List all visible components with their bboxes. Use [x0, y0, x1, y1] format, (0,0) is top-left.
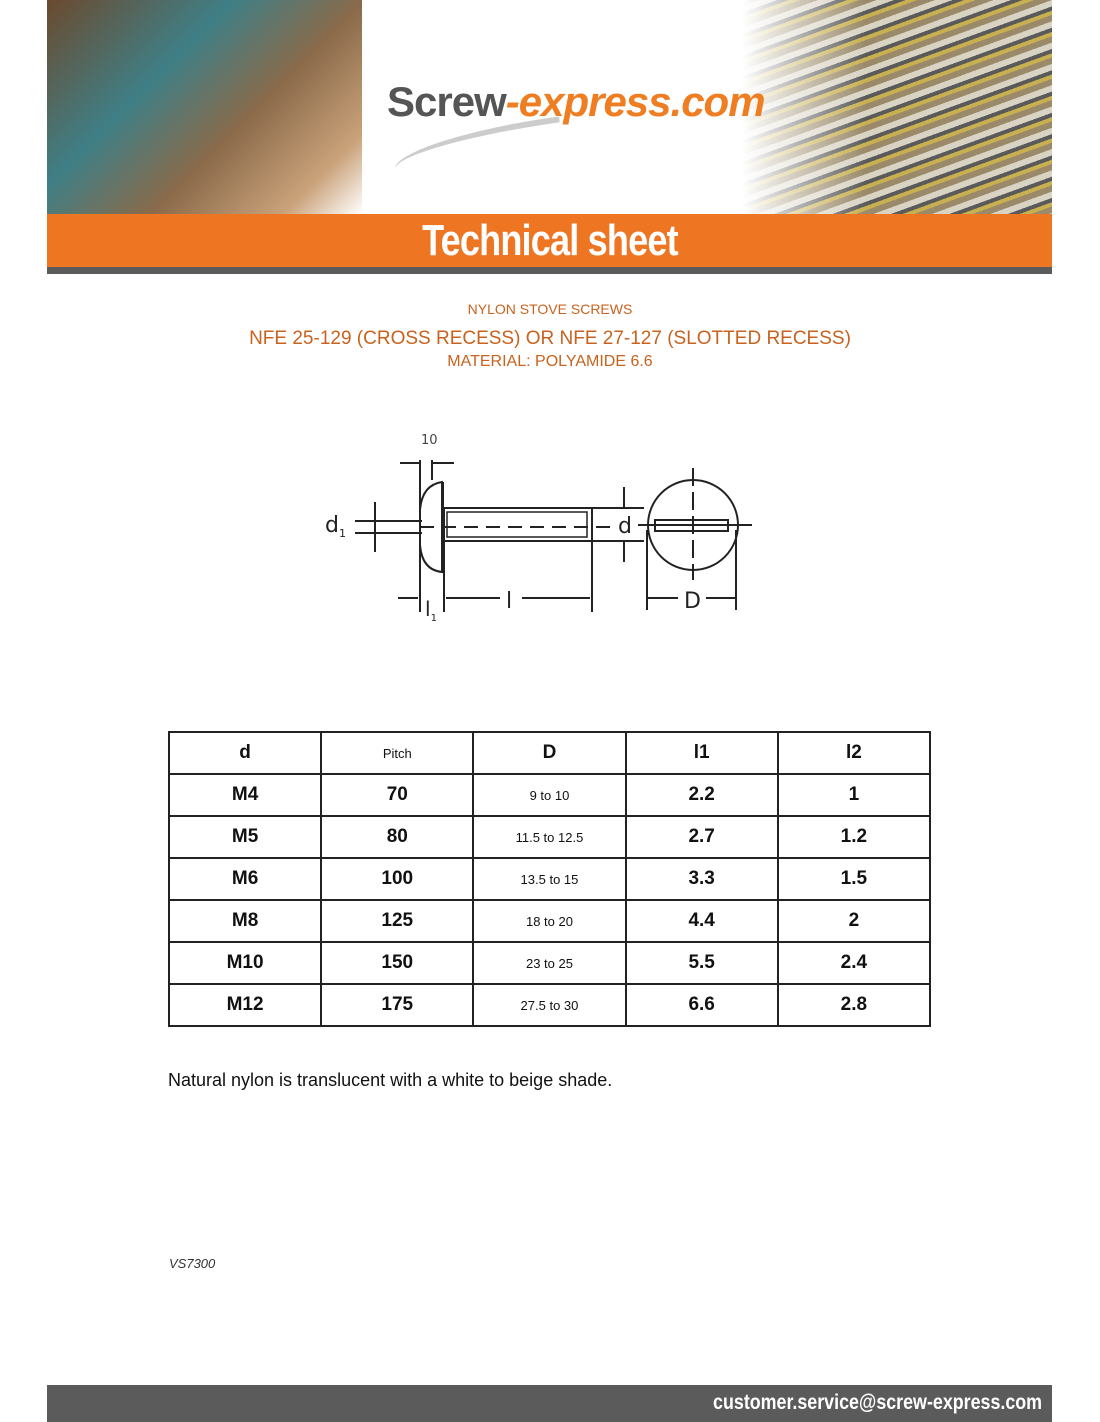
table-cell: 2.2: [624, 773, 779, 817]
table-cell: 18 to 20: [472, 899, 627, 943]
header-d: d: [167, 731, 323, 775]
table-cell: 11.5 to 12.5: [472, 815, 627, 859]
screw-diagram: 10 d1 d D l l1: [325, 433, 752, 624]
table-cell: 80: [320, 815, 475, 859]
logo: Screw-express.com: [387, 78, 766, 125]
dimensions-table: d Pitch D l1 l2 M4 70 9 to 10 2.2 1 M5 80 11.5…: [167, 731, 932, 1027]
table-cell: 125: [320, 899, 475, 943]
table-cell: 23 to 25: [472, 941, 627, 985]
table-row: M4 70 9 to 10 2.2 1: [167, 773, 932, 817]
header-D: D: [472, 731, 627, 775]
table-header-row: d Pitch D l1 l2: [167, 731, 932, 775]
table-cell: 5.5: [624, 941, 779, 985]
table-cell: M10: [167, 941, 323, 985]
table-cell: 6.6: [624, 983, 779, 1027]
table-row: M8 125 18 to 20 4.4 2: [167, 899, 932, 943]
footer-bar: [47, 1385, 1052, 1422]
table-cell: 9 to 10: [472, 773, 627, 817]
table-cell: 1.2: [776, 815, 932, 859]
table-cell: 13.5 to 15: [472, 857, 627, 901]
table-cell: 2.4: [776, 941, 932, 985]
table-cell: 2: [776, 899, 932, 943]
table-cell: 2.7: [624, 815, 779, 859]
table-cell: 3.3: [624, 857, 779, 901]
table-row: M10 150 23 to 25 5.5 2.4: [167, 941, 932, 985]
header-pitch: Pitch: [320, 731, 475, 775]
table-cell: M8: [167, 899, 323, 943]
product-title: NYLON STOVE SCREWS: [467, 301, 633, 317]
table-cell: 2.8: [776, 983, 932, 1027]
table-row: M6 100 13.5 to 15 3.3 1.5: [167, 857, 932, 901]
D-label: D: [684, 589, 701, 614]
table-cell: 100: [320, 857, 475, 901]
d-label: d: [618, 514, 632, 539]
banner-title: Technical sheet: [47, 214, 1052, 267]
table-cell: M4: [167, 773, 323, 817]
header-l2: l2: [776, 731, 932, 775]
table-cell: 4.4: [624, 899, 779, 943]
divider: [47, 267, 1052, 274]
table-row: M5 80 11.5 to 12.5 2.7 1.2: [167, 815, 932, 859]
table-cell: 70: [320, 773, 475, 817]
table-cell: 175: [320, 983, 475, 1027]
standard-title: NFE 25-129 (CROSS RECESS) OR NFE 27-127 …: [249, 328, 851, 349]
tools-photo: [47, 0, 362, 214]
table-cell: 1.5: [776, 857, 932, 901]
table-cell: M12: [167, 983, 323, 1027]
table-cell: 27.5 to 30: [472, 983, 627, 1027]
table-cell: 150: [320, 941, 475, 985]
screws-photo: [742, 0, 1052, 214]
table-cell: M6: [167, 857, 323, 901]
table-cell: 1: [776, 773, 932, 817]
d1-label: d1: [325, 513, 346, 540]
l-label: l: [506, 589, 512, 614]
table-row: M12 175 27.5 to 30 6.6 2.8: [167, 983, 932, 1027]
material-note: Natural nylon is translucent with a whit…: [168, 1070, 613, 1090]
l1-label: l1: [425, 597, 437, 624]
dim-label-10: 10: [421, 433, 438, 448]
reference-code: VS7300: [169, 1256, 216, 1271]
header-l1: l1: [624, 731, 779, 775]
table-cell: M5: [167, 815, 323, 859]
header-banner: Screw-express.com: [47, 0, 1052, 214]
contact-email-link[interactable]: customer.service@screw-express.com: [713, 1391, 1042, 1414]
material-title: MATERIAL: POLYAMIDE 6.6: [447, 353, 653, 370]
